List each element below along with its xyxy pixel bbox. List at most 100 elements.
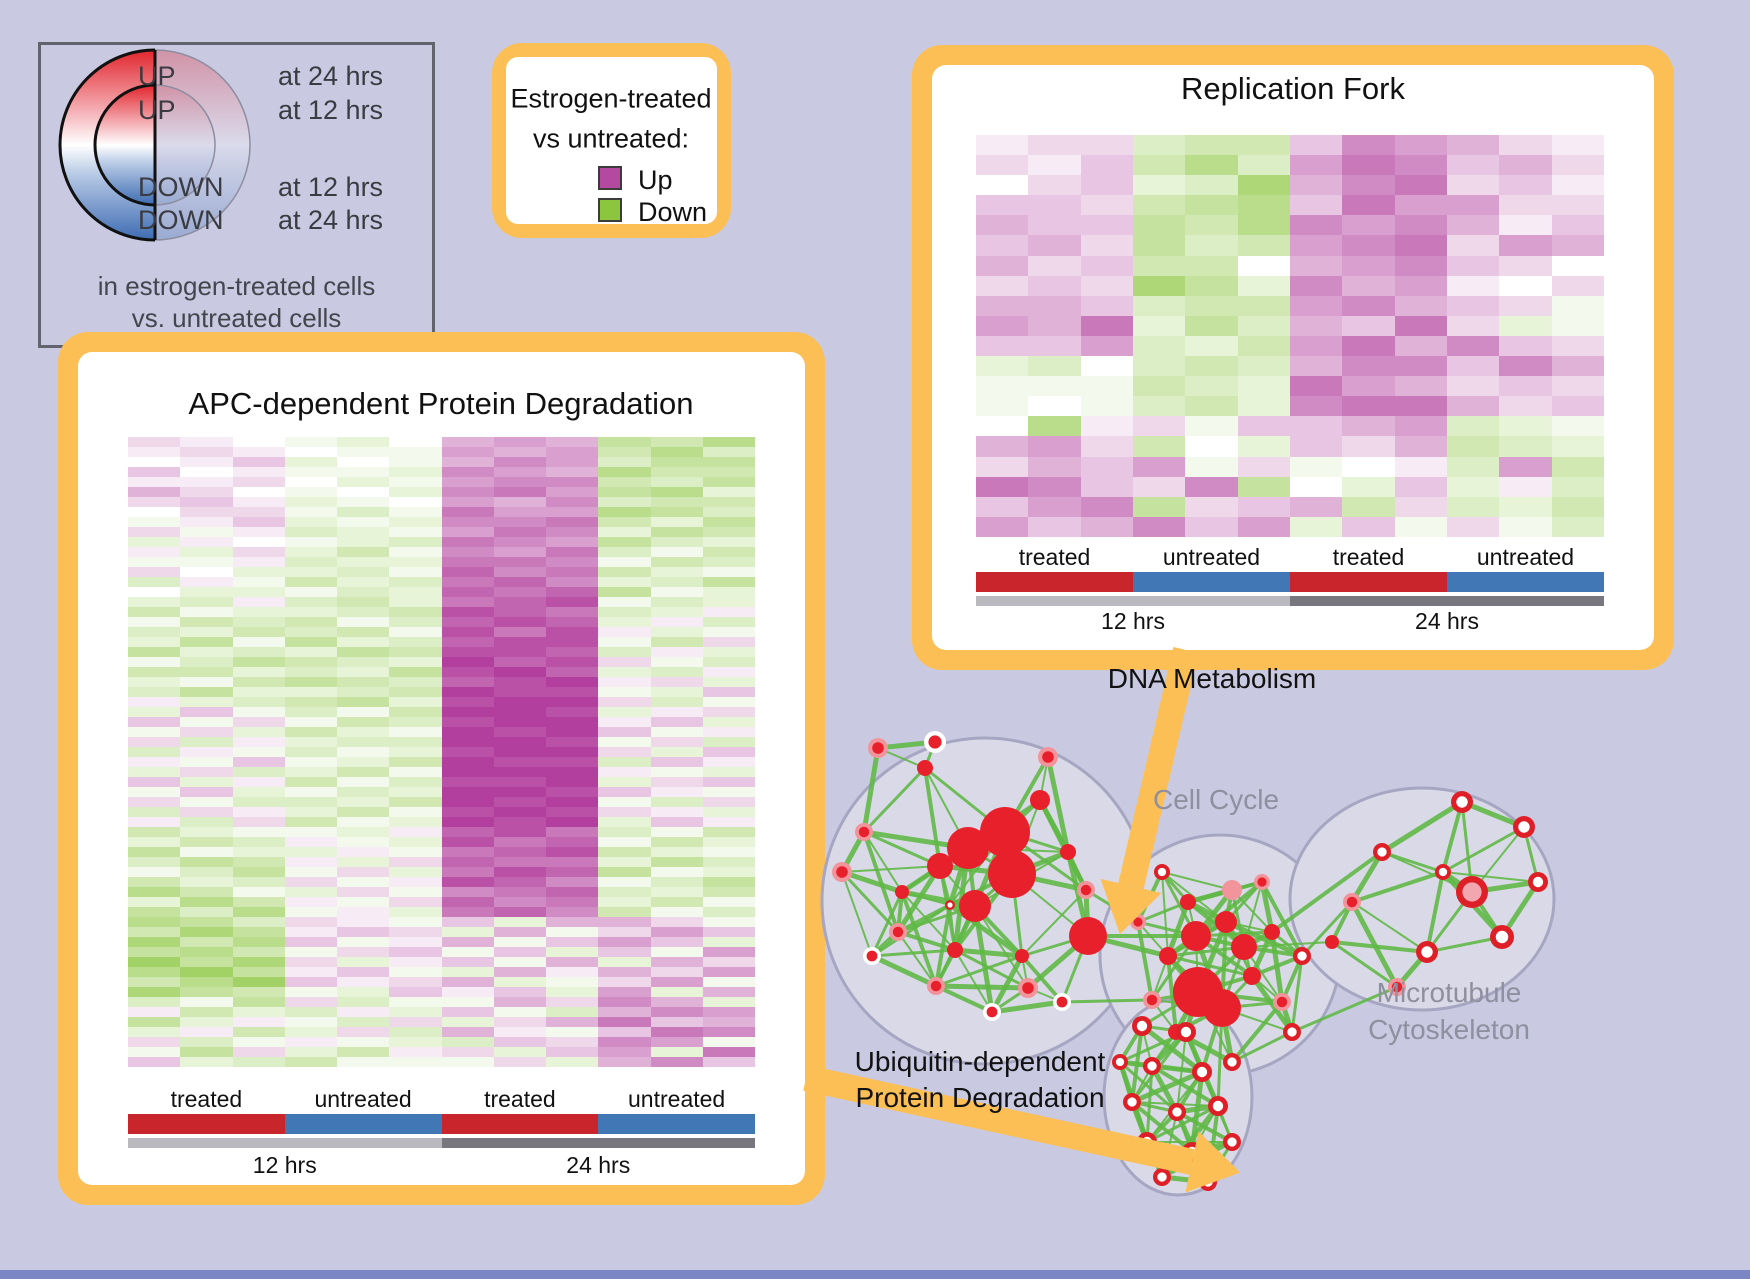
network-node-core [1438, 867, 1448, 877]
heatmap-cell [337, 617, 390, 627]
heatmap-cell [1551, 335, 1604, 357]
heatmap-cell [1342, 335, 1395, 357]
network-node [1030, 790, 1050, 810]
apc-title: APC-dependent Protein Degradation [188, 386, 694, 421]
heatmap-cell [128, 467, 181, 477]
heatmap-cell [493, 677, 546, 687]
heatmap-cell [1289, 315, 1343, 336]
time-label: 12 hrs [252, 1152, 317, 1178]
heatmap-cell [650, 957, 703, 967]
heatmap-cell [546, 687, 599, 697]
heatmap-cell [232, 737, 285, 747]
heatmap-cell [441, 647, 494, 657]
heatmap-cell [180, 707, 233, 717]
heatmap-cell [232, 677, 285, 687]
heatmap-cell [493, 577, 546, 587]
heatmap-cell [598, 827, 651, 837]
heatmap-cell [650, 847, 703, 857]
heatmap-cell [337, 807, 390, 817]
heatmap-cell [441, 937, 494, 947]
treated-bar-segment [976, 572, 1133, 592]
heatmap-cell [1446, 456, 1500, 477]
heatmap-cell [441, 907, 494, 917]
heatmap-cell [1080, 456, 1133, 477]
group-label: treated [1332, 544, 1405, 570]
heatmap-cell [1289, 155, 1343, 176]
heatmap-cell [389, 677, 442, 687]
group-label: untreated [1476, 544, 1575, 570]
network-edge [1119, 1059, 1203, 1075]
network-edge [841, 871, 873, 957]
heatmap-cell [702, 767, 755, 777]
heatmap-cell [441, 437, 494, 447]
heatmap-cell [337, 637, 390, 647]
heatmap-cell [180, 467, 233, 477]
heatmap-cell [702, 877, 755, 887]
heatmap-cell [650, 947, 703, 957]
heatmap-cell [546, 447, 599, 457]
heatmap-cell [232, 777, 285, 787]
heatmap-cell [128, 447, 181, 457]
heatmap-cell [1080, 496, 1133, 517]
heatmap-cell [598, 647, 651, 657]
heatmap-cell [180, 1027, 233, 1037]
heatmap-cell [546, 747, 599, 757]
heatmap-cell [702, 1057, 755, 1067]
heatmap-cell [702, 787, 755, 797]
heatmap-cell [1185, 416, 1238, 437]
network-edge [1381, 851, 1473, 893]
heatmap-cell [441, 1027, 494, 1037]
heatmap-cell [1132, 476, 1186, 497]
heatmap-cell [650, 937, 703, 947]
heatmap-cell [1394, 155, 1447, 176]
heatmap-cell [232, 1007, 285, 1017]
heatmap-cell [546, 1027, 599, 1037]
heatmap-cell [128, 847, 181, 857]
legend-up-24-time: at 24 hrs [278, 61, 384, 91]
heatmap-cell [598, 737, 651, 747]
network-node-core [1346, 896, 1358, 908]
heatmap-cell [650, 547, 703, 557]
heatmap-cell [128, 567, 181, 577]
heatmap-cell [1446, 516, 1500, 537]
heatmap-cell [389, 847, 442, 857]
heatmap-cell [337, 657, 390, 667]
heatmap-cell [1551, 235, 1604, 256]
heatmap-cell [702, 457, 755, 467]
heatmap-cell [702, 747, 755, 757]
legend-up-24-dir: UP [138, 61, 176, 91]
heatmap-cell [1132, 155, 1186, 176]
heatmap-cell [546, 1057, 599, 1067]
heatmap-cell [598, 1017, 651, 1027]
heatmap-cell [493, 477, 546, 487]
heatmap-cell [337, 647, 390, 657]
network-node-core [1297, 951, 1307, 961]
heatmap-cell [650, 637, 703, 647]
heatmap-cell [284, 977, 337, 987]
heatmap-cell [546, 867, 599, 877]
heatmap-cell [284, 1037, 337, 1047]
heatmap-cell [180, 587, 233, 597]
heatmap-cell [232, 587, 285, 597]
heatmap-cell [1080, 295, 1133, 316]
heatmap-cell [976, 396, 1029, 417]
network-node-core [928, 735, 942, 749]
heatmap-cell [337, 767, 390, 777]
up-label: Up [638, 165, 673, 195]
legend-up-12-time: at 12 hrs [278, 95, 384, 125]
heatmap-cell [1342, 255, 1395, 276]
heatmap-cell [128, 767, 181, 777]
heatmap-cell [650, 687, 703, 697]
network-edge [862, 766, 927, 834]
heatmap-cell [337, 747, 390, 757]
network-edge [871, 903, 951, 958]
heatmap-cell [389, 937, 442, 947]
heatmap-cell [180, 697, 233, 707]
heatmap-cell [441, 737, 494, 747]
heatmap-cell [1080, 175, 1133, 196]
heatmap-cell [702, 557, 755, 567]
heatmap-cell [284, 1027, 337, 1037]
heatmap-cell [493, 867, 546, 877]
heatmap-cell [1132, 315, 1186, 336]
heatmap-cell [389, 1057, 442, 1067]
